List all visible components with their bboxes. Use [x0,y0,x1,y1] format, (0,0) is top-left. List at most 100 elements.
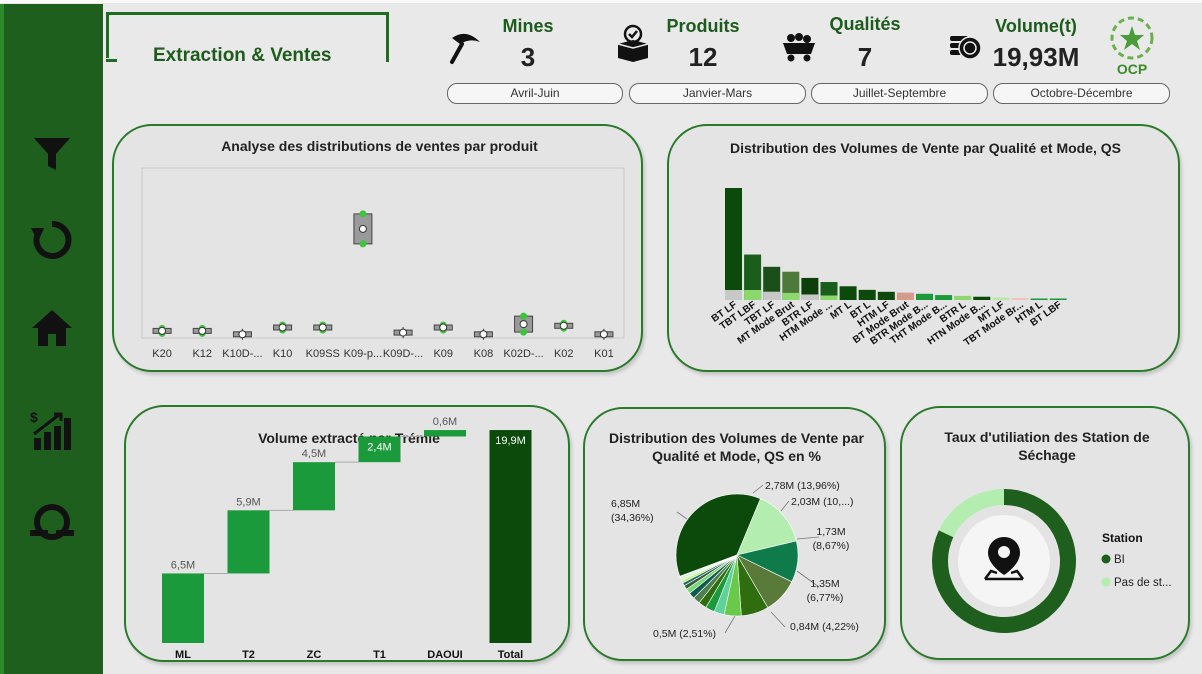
pie-data-label: 6,85M (34,36%) [611,498,654,524]
x-tick-label: K09D-... [383,348,423,360]
refresh-icon[interactable] [30,218,74,262]
x-tick-label: K09-p... [344,348,383,360]
pie-title: Distribution des Volumes de Vente par Qu… [609,430,864,464]
kpi-value-produits: 12 [688,42,718,72]
box-mean-point [318,323,327,332]
x-tick-label: K10 [273,348,293,360]
legend-item: Pas de st... [1114,577,1172,589]
box-icon [617,24,649,62]
slicer-janvier-mars[interactable]: Janvier-Mars [629,83,806,104]
x-tick-label: ZC [307,649,322,661]
filter-icon[interactable] [30,132,74,176]
page-title: Extraction & Ventes [153,45,332,66]
box-point [520,328,528,336]
x-tick-label: T1 [373,649,386,661]
home-icon[interactable] [30,306,74,350]
legend-title: Station [1102,531,1143,545]
map-pin-icon [984,537,1024,581]
bar [1030,298,1048,300]
sidebar: $ [0,4,103,674]
box-mean-point [599,330,608,339]
kpi-value-mines: 3 [520,42,536,72]
box-mean-point [559,321,568,330]
pie-leader-line [752,484,764,494]
waterfall-bar [489,430,532,643]
box-mean-point [198,326,207,335]
waterfall-bar [424,430,466,437]
donut-title: Taux d'utiliation des Station de Séchage [944,429,1150,463]
x-tick-label: T2 [242,649,255,661]
bar [744,254,762,300]
data-label: 2,4M [367,441,391,453]
kpi-value-qualites: 7 [857,42,873,72]
svg-text:$: $ [30,409,38,425]
slicer-avril-juin[interactable]: Avril-Juin [447,83,623,104]
bar-segment [801,294,819,300]
box-point [359,210,367,218]
bar-segment [782,292,800,300]
pie-slice [736,498,797,556]
pie-data-label: 2,78M (13,96%) [765,480,840,492]
pie-leader-line [676,511,688,520]
kpi-label-volume: Volume(t) [995,16,1077,36]
logo-text: OCP [1117,61,1147,77]
box-mean-point [399,328,408,337]
x-tick-label: Total [498,649,523,661]
pie-leader-line [780,500,790,512]
bar-segment [744,290,762,300]
ocp-logo: OCP [1110,16,1154,77]
waterfall-chart: 6,5M ML 5,9M T2 4,5M ZC 2,4M T1 0,6M DAOUI 19,9M To… [162,416,532,661]
x-tick-label: K02D-... [503,348,543,360]
bar [896,292,914,300]
x-tick-label: K12 [192,348,212,360]
card-pie: Distribution des Volumes de Vente par Qu… [583,407,886,661]
box-mean-point [238,330,247,339]
x-tick-label: K08 [474,348,494,360]
data-label: 0,6M [433,416,457,428]
pie-leader-line [724,615,736,634]
data-label: 19,9M [495,435,526,447]
bar [973,296,991,300]
slicer-juillet-septembre[interactable]: Juillet-Septembre [811,83,988,104]
x-tick-label: K01 [594,348,614,360]
bar [935,295,953,300]
box-mean-point [278,323,287,332]
box-mean-point [439,323,448,332]
coins-icon [950,36,982,60]
box-mean-point [358,224,367,233]
legend-marker [1101,554,1111,564]
bar [992,297,1010,300]
data-label: 5,9M [236,496,260,508]
data-label: 4,5M [302,448,326,460]
donut-slice [938,489,1004,538]
bar [877,291,895,300]
pie-chart: 6,85M (34,36%) 2,78M (13,96%) 2,03M (10,...… [611,480,859,640]
bar-segment [725,290,742,300]
card-waterfall: Volume extracté par Trémie 6,5M ML 5,9M T2 4… [124,405,570,662]
donut-chart: Station BI Pas de st... [932,489,1172,633]
pie-leader-line [796,536,820,540]
bar-chart-title: Distribution des Volumes de Vente par Qu… [729,140,1122,156]
legend-marker [1101,577,1111,587]
pie-data-label: 0,5M (2,51%) [653,628,716,640]
box-mean-point [519,320,528,329]
growth-chart-icon[interactable]: $ [30,408,74,452]
plot-area [141,167,625,339]
slicer-octobre-decembre[interactable]: Octobre-Décembre [993,83,1170,104]
box-plot-title: Analyse des distributions de ventes par … [221,138,538,154]
box-point [359,240,367,248]
pickaxe-icon [450,33,480,64]
x-tick-label: DAOUI [427,649,462,661]
reset-icon[interactable] [30,500,74,544]
kpi-value-volume: 19,93M [992,42,1080,72]
mine-cart-icon [783,33,815,62]
bar [1049,298,1067,300]
pie-slice [679,554,738,578]
pie-leader-line [796,570,820,588]
pie-slice [675,493,761,577]
title-frame [106,12,389,62]
x-tick-label: K09 [433,348,453,360]
bar [1011,298,1029,300]
x-tick-label: K02 [554,348,574,360]
waterfall-bar [227,510,270,574]
